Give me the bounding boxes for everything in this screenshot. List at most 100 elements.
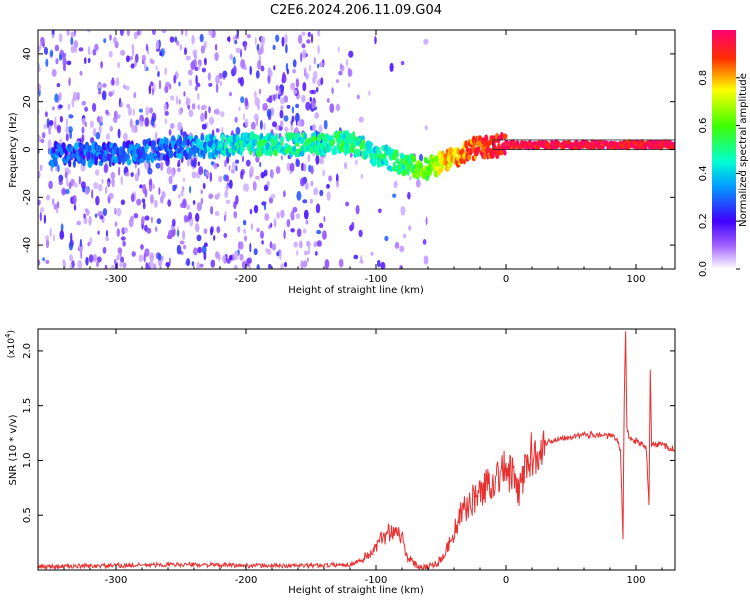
heatmap-noise-cell xyxy=(239,253,244,261)
heatmap-noise-cell xyxy=(186,157,190,167)
heatmap-noise-cell xyxy=(81,126,85,134)
heatmap-noise-cell xyxy=(68,241,73,251)
heatmap-noise-cell xyxy=(214,43,218,51)
heatmap-noise-cell xyxy=(237,226,241,233)
heatmap-noise-cell xyxy=(296,250,299,256)
heatmap-noise-cell xyxy=(263,122,266,131)
heatmap-noise-cell xyxy=(70,232,73,242)
heatmap-ridge-cell xyxy=(406,168,410,176)
heatmap-noise-cell xyxy=(309,97,313,102)
heatmap-ridge-cell xyxy=(320,142,325,152)
heatmap-noise-cell xyxy=(423,38,429,45)
heatmap-noise-cell xyxy=(319,189,324,197)
heatmap-ridge-cell xyxy=(225,137,230,144)
heatmap-noise-cell xyxy=(92,254,98,262)
heatmap-noise-cell xyxy=(338,258,344,268)
heatmap-noise-cell xyxy=(180,202,185,209)
heatmap-noise-cell xyxy=(252,181,257,191)
heatmap-ridge-cell xyxy=(200,134,205,142)
heatmap-noise-cell xyxy=(226,155,230,164)
heatmap-noise-cell xyxy=(199,33,204,43)
heatmap-ridge-cell xyxy=(151,140,157,147)
heatmap-noise-cell xyxy=(214,52,219,61)
heatmap-noise-cell xyxy=(139,184,143,189)
heatmap-noise-cell xyxy=(392,193,397,198)
heatmap-noise-cell xyxy=(46,118,50,128)
heatmap-noise-cell xyxy=(272,44,276,51)
heatmap-noise-cell xyxy=(424,125,428,131)
heatmap-noise-cell xyxy=(177,121,183,131)
heatmap-noise-cell xyxy=(38,259,41,266)
heatmap-noise-cell xyxy=(336,180,339,188)
heatmap-noise-cell xyxy=(409,175,412,181)
heatmap-noise-cell xyxy=(358,116,364,123)
heatmap-noise-cell xyxy=(102,83,107,88)
heatmap-noise-cell xyxy=(353,254,359,260)
heatmap-noise-cell xyxy=(291,106,295,114)
heatmap-noise-cell xyxy=(154,226,158,233)
heatmap-noise-cell xyxy=(303,67,307,78)
heatmap-noise-cell xyxy=(202,182,206,190)
heatmap-noise-cell xyxy=(92,127,97,137)
heatmap-noise-cell xyxy=(337,46,340,53)
snr-y-axis-label: SNR (10 * v/v) xyxy=(8,414,19,485)
heatmap-ridge-cell xyxy=(74,142,78,151)
heatmap-noise-cell xyxy=(316,229,322,235)
heatmap-noise-cell xyxy=(98,125,102,135)
heatmap-ridge-cell xyxy=(566,140,572,145)
heatmap-noise-cell xyxy=(140,244,144,250)
heatmap-noise-cell xyxy=(314,251,318,256)
snr-x-ticks: -300 -200 -100 0 100 xyxy=(37,329,663,586)
heatmap-noise-cell xyxy=(68,114,74,119)
heatmap-noise-cell xyxy=(283,261,288,268)
heatmap-ridge-cell xyxy=(462,158,466,165)
heatmap-noise-cell xyxy=(180,190,184,197)
heatmap-noise-cell xyxy=(215,128,220,133)
heatmap-ridge-cell xyxy=(155,146,160,152)
heatmap-noise-cell xyxy=(164,110,169,116)
heatmap-noise-cell xyxy=(286,104,291,109)
heatmap-noise-cell xyxy=(296,120,302,127)
heatmap-noise-cell xyxy=(87,57,91,64)
heatmap-noise-cell xyxy=(229,92,232,97)
heatmap-noise-cell xyxy=(305,101,311,111)
heatmap-noise-cell xyxy=(224,159,227,168)
heatmap-noise-cell xyxy=(64,170,68,179)
heatmap-noise-cell xyxy=(244,235,248,242)
heatmap-noise-cell xyxy=(65,118,68,128)
heatmap-noise-cell xyxy=(38,45,41,53)
heatmap-noise-cell xyxy=(239,76,244,87)
heatmap-noise-cell xyxy=(346,58,349,67)
heatmap-noise-cell xyxy=(178,194,181,199)
heatmap-noise-cell xyxy=(266,248,272,256)
heatmap-noise-cell xyxy=(280,263,284,269)
heatmap-noise-cell xyxy=(60,223,64,232)
heatmap-noise-cell xyxy=(268,95,273,104)
heatmap-noise-cell xyxy=(286,68,290,75)
heatmap-noise-cell xyxy=(101,90,107,101)
heatmap-noise-cell xyxy=(149,252,155,262)
heatmap-noise-cell xyxy=(303,209,309,220)
heatmap-noise-cell xyxy=(135,119,140,126)
heatmap-noise-cell xyxy=(76,220,82,226)
heatmap-noise-cell xyxy=(49,227,52,238)
heatmap-noise-cell xyxy=(64,188,70,195)
heatmap-ridge-cell xyxy=(157,151,161,158)
y-tick-label: 1.5 xyxy=(22,398,33,414)
x-tick-label: -300 xyxy=(105,575,128,586)
heatmap-ridge-cell xyxy=(398,168,403,174)
heatmap-noise-cell xyxy=(268,69,273,78)
heatmap-noise-cell xyxy=(301,162,304,172)
heatmap-noise-cell xyxy=(73,40,79,49)
heatmap-noise-cell xyxy=(105,185,108,195)
heatmap-noise-cell xyxy=(316,240,322,247)
colorbar-ticks: 0.0 0.2 0.4 0.6 0.8 xyxy=(698,70,740,277)
heatmap-noise-cell xyxy=(280,105,284,110)
x-tick-label: 0 xyxy=(503,274,509,285)
heatmap-noise-cell xyxy=(295,78,300,88)
heatmap-ridge-cell xyxy=(389,166,393,172)
heatmap-noise-cell xyxy=(292,206,298,213)
heatmap-noise-cell xyxy=(66,60,72,66)
heatmap-noise-cell xyxy=(209,172,213,182)
heatmap-noise-cell xyxy=(150,216,153,224)
